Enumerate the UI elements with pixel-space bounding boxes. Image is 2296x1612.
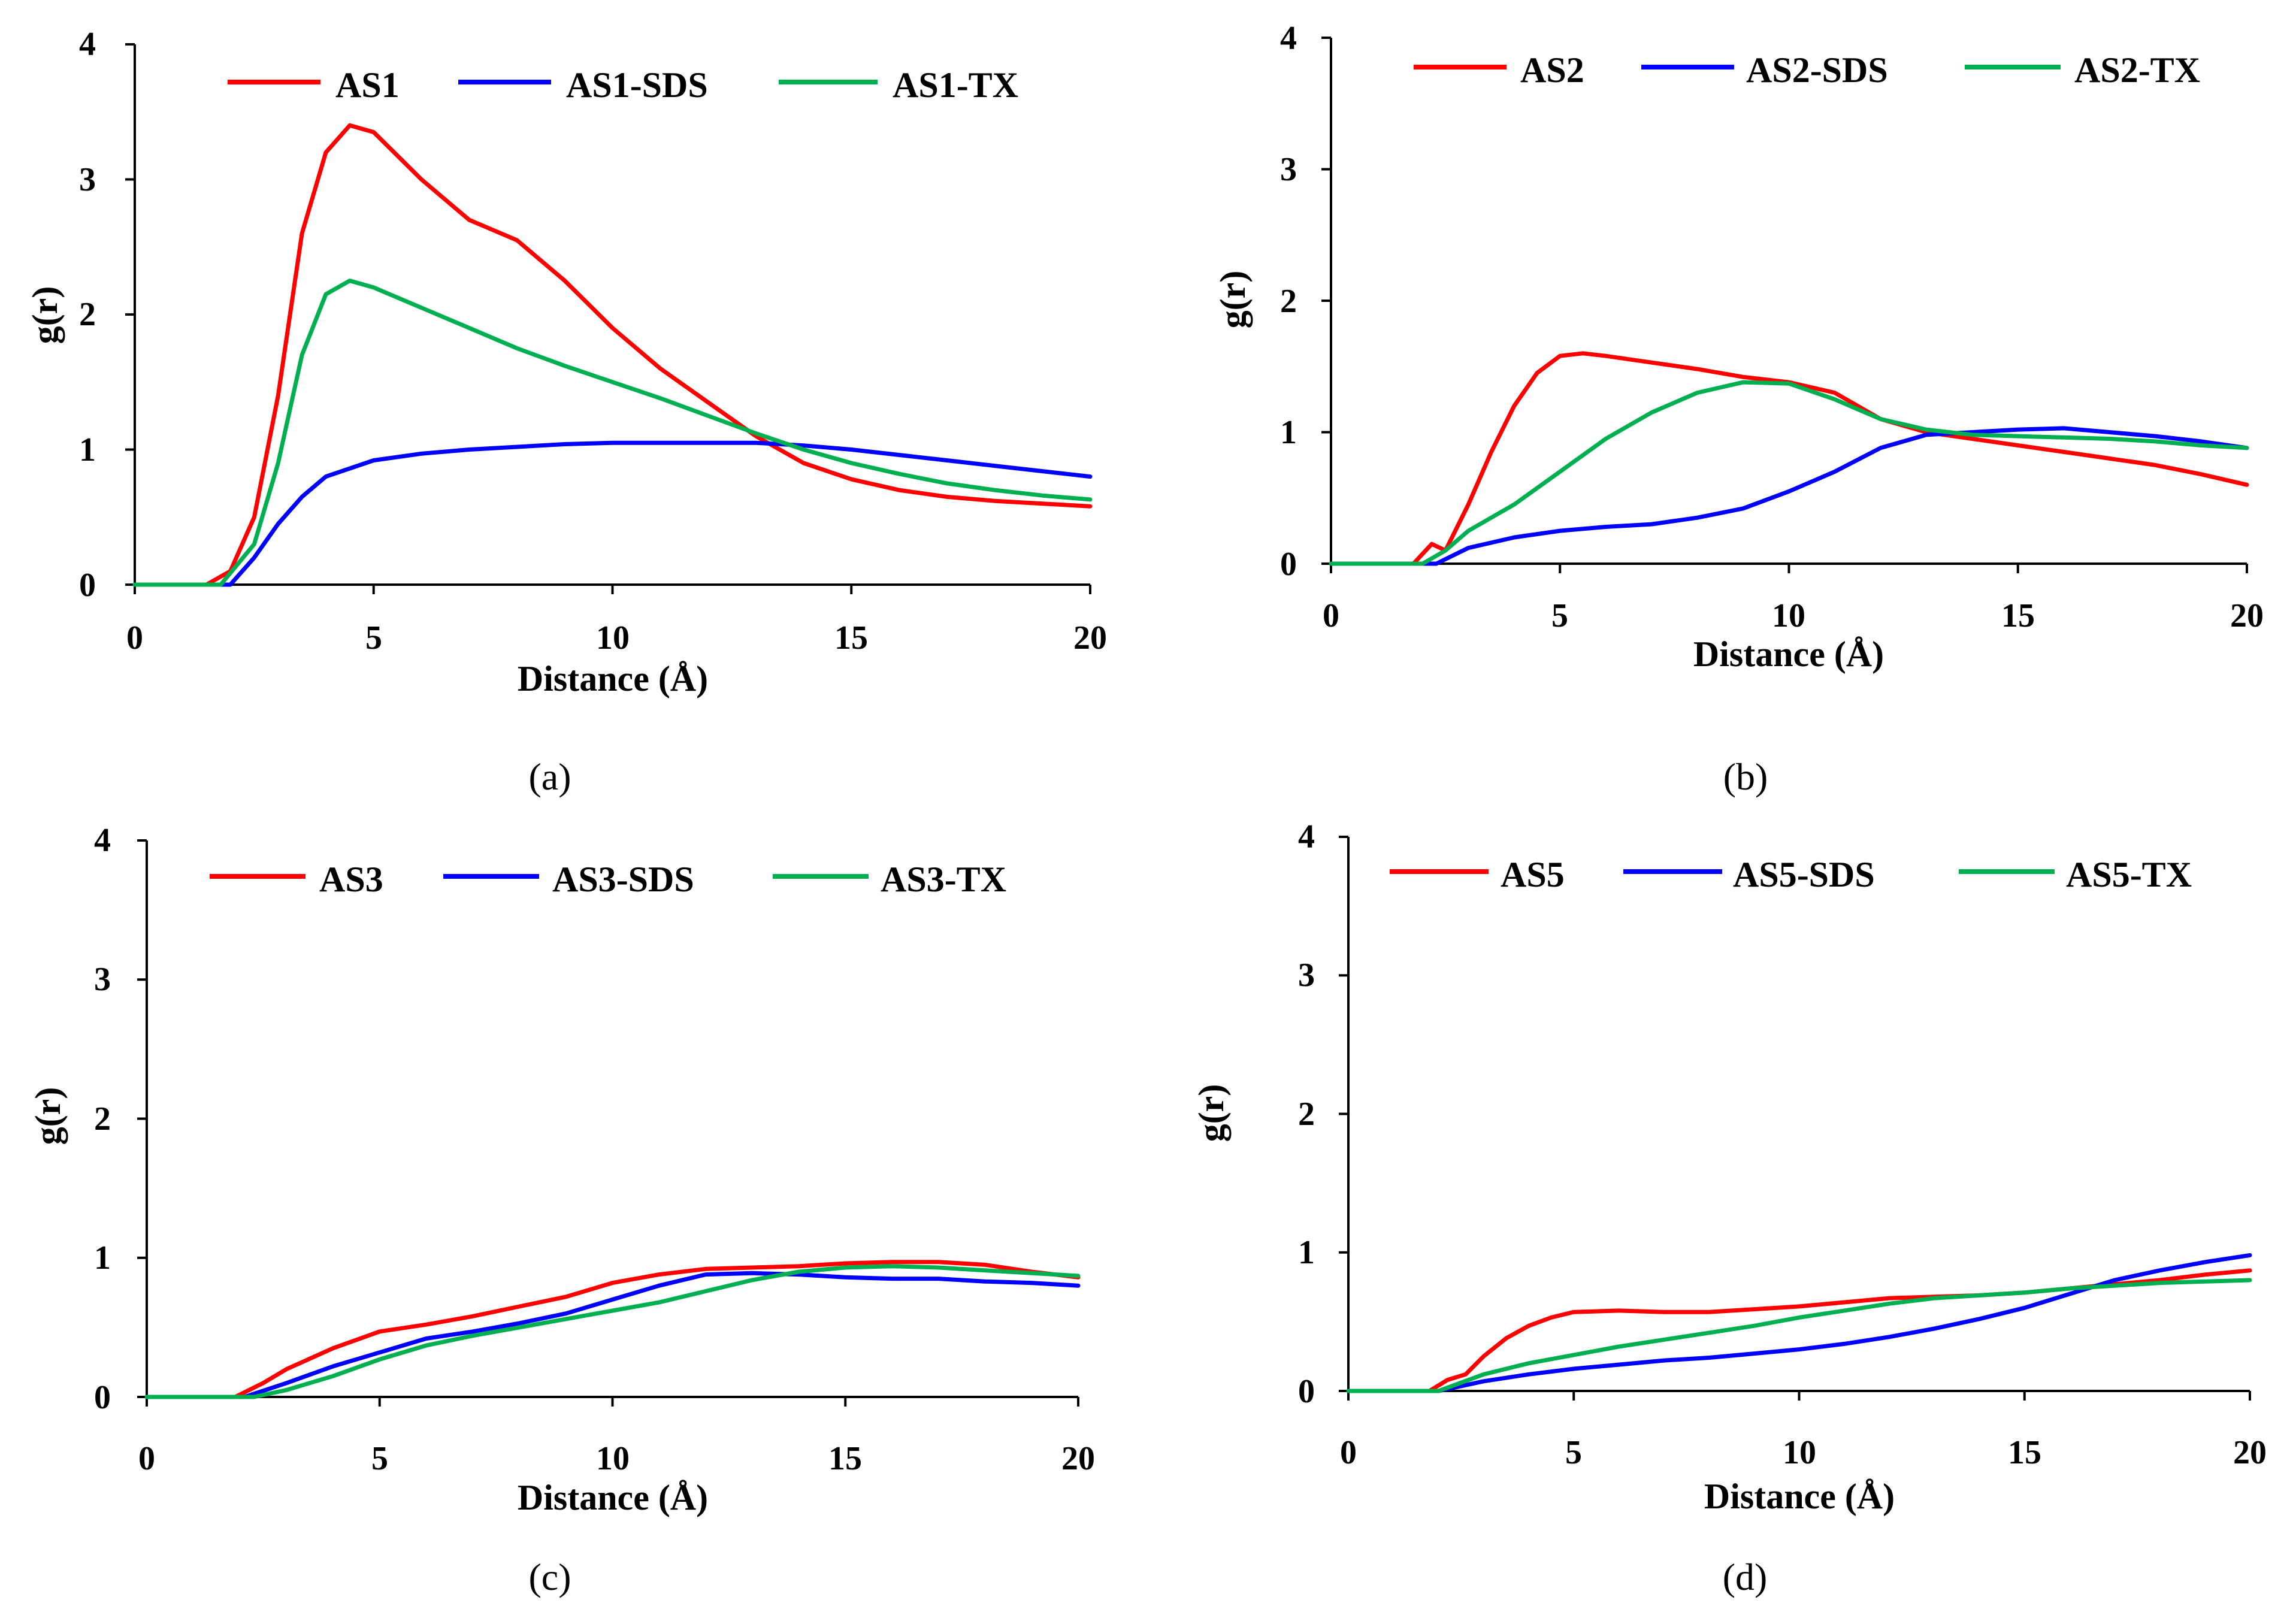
series-line-b-series-3	[1329, 380, 2249, 566]
legend-label-d-3: AS5-TX	[2066, 855, 2192, 894]
legend-label-a-1: AS1	[335, 65, 400, 105]
panel-label-a: (a)	[528, 755, 571, 798]
x-tick-label-a-0: 0	[126, 619, 143, 657]
x-axis-title-d: Distance (Å)	[1704, 1477, 1895, 1516]
y-tick-label-a-3: 3	[79, 161, 96, 198]
x-tick-label-c-4: 20	[1061, 1440, 1095, 1477]
y-tick-label-a-4: 4	[79, 26, 96, 63]
legend-label-b-2: AS2-SDS	[1746, 50, 1888, 90]
y-tick-label-a-0: 0	[79, 567, 96, 604]
panel-c: AS3 AS3-SDS AS3-TX 0 5 10 15 20 0 1 2 3 …	[28, 822, 1095, 1598]
series-line-a-series-2	[132, 440, 1093, 587]
y-axis-title-b: g(r)	[1213, 271, 1253, 329]
series-line-c-series-3	[144, 1264, 1081, 1399]
x-tick-label-b-1: 5	[1551, 597, 1568, 634]
y-tick-label-c-4: 4	[94, 822, 111, 859]
panel-label-d: (d)	[1723, 1556, 1768, 1598]
series-line-a-series-1	[132, 123, 1093, 587]
x-tick-label-d-4: 20	[2233, 1434, 2267, 1471]
y-tick-label-b-0: 0	[1280, 546, 1297, 583]
x-tick-label-c-2: 10	[596, 1440, 630, 1477]
legend-label-b-3: AS2-TX	[2074, 50, 2200, 90]
x-tick-label-d-0: 0	[1340, 1434, 1357, 1471]
x-tick-label-b-0: 0	[1323, 597, 1339, 634]
y-tick-label-c-0: 0	[94, 1379, 111, 1416]
x-tick-label-d-1: 5	[1565, 1434, 1582, 1471]
x-tick-label-c-3: 15	[828, 1440, 862, 1477]
panel-a: AS1 AS1-SDS AS1-TX 0 5 10 15 20 0 1 2 3 …	[25, 26, 1107, 798]
x-tick-label-a-2: 10	[596, 619, 630, 657]
x-tick-label-b-2: 10	[1772, 597, 1805, 634]
x-tick-label-b-3: 15	[2001, 597, 2035, 634]
panel-label-c: (c)	[528, 1556, 571, 1598]
y-tick-label-d-1: 1	[1298, 1234, 1315, 1271]
y-axis-title-c: g(r)	[28, 1087, 68, 1145]
y-tick-label-b-1: 1	[1280, 414, 1297, 451]
series-line-d-series-2	[1346, 1253, 2252, 1393]
legend-label-a-2: AS1-SDS	[566, 65, 708, 105]
panel-d: AS5 AS5-SDS AS5-TX 0 5 10 15 20 0 1 2 3 …	[1191, 818, 2267, 1598]
legend-label-d-2: AS5-SDS	[1733, 855, 1875, 894]
x-tick-label-d-3: 15	[2008, 1434, 2041, 1471]
x-tick-label-a-3: 15	[834, 619, 868, 657]
y-tick-label-a-1: 1	[79, 431, 96, 468]
y-tick-label-b-2: 2	[1280, 283, 1297, 320]
y-tick-label-c-2: 2	[94, 1100, 111, 1138]
x-axis-title-c: Distance (Å)	[518, 1478, 708, 1517]
y-axis-title-d: g(r)	[1191, 1084, 1231, 1142]
legend-label-c-3: AS3-TX	[881, 860, 1006, 899]
y-tick-label-d-0: 0	[1298, 1373, 1315, 1410]
series-line-a-series-3	[132, 279, 1093, 587]
legend-label-b-1: AS2	[1520, 50, 1584, 90]
x-tick-label-a-4: 20	[1073, 619, 1107, 657]
series-line-b-series-1	[1329, 351, 2249, 566]
y-tick-label-c-1: 1	[94, 1239, 111, 1277]
y-tick-label-d-2: 2	[1298, 1096, 1315, 1133]
legend-label-d-1: AS5	[1501, 855, 1565, 894]
series-line-b-series-2	[1329, 426, 2249, 566]
panel-b: AS2 AS2-SDS AS2-TX 0 5 10 15 20 0 1 2 3 …	[1213, 20, 2264, 798]
series-line-c-series-1	[144, 1260, 1081, 1399]
legend-label-c-1: AS3	[319, 860, 383, 899]
y-axis-title-a: g(r)	[25, 286, 65, 344]
series-line-c-series-2	[144, 1271, 1081, 1399]
x-axis-title-b: Distance (Å)	[1693, 634, 1884, 674]
y-tick-label-c-3: 3	[94, 961, 111, 998]
x-tick-label-c-1: 5	[371, 1440, 388, 1477]
x-tick-label-d-2: 10	[1783, 1434, 1816, 1471]
legend-label-a-3: AS1-TX	[893, 65, 1018, 105]
y-tick-label-b-3: 3	[1280, 151, 1297, 188]
legend-label-c-2: AS3-SDS	[552, 860, 694, 899]
x-axis-title-a: Distance (Å)	[518, 659, 708, 698]
series-line-d-series-3	[1346, 1278, 2252, 1393]
y-tick-label-b-4: 4	[1280, 20, 1297, 57]
y-tick-label-a-2: 2	[79, 296, 96, 333]
y-tick-label-d-3: 3	[1298, 957, 1315, 994]
x-tick-label-a-1: 5	[365, 619, 382, 657]
y-tick-label-d-4: 4	[1298, 818, 1315, 855]
x-tick-label-c-0: 0	[138, 1440, 155, 1477]
x-tick-label-b-4: 20	[2230, 597, 2264, 634]
panel-label-b: (b)	[1723, 755, 1768, 798]
